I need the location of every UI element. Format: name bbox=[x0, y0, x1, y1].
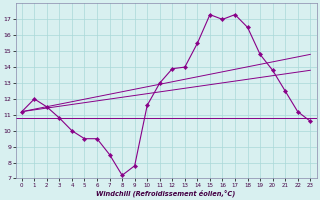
X-axis label: Windchill (Refroidissement éolien,°C): Windchill (Refroidissement éolien,°C) bbox=[96, 189, 236, 197]
